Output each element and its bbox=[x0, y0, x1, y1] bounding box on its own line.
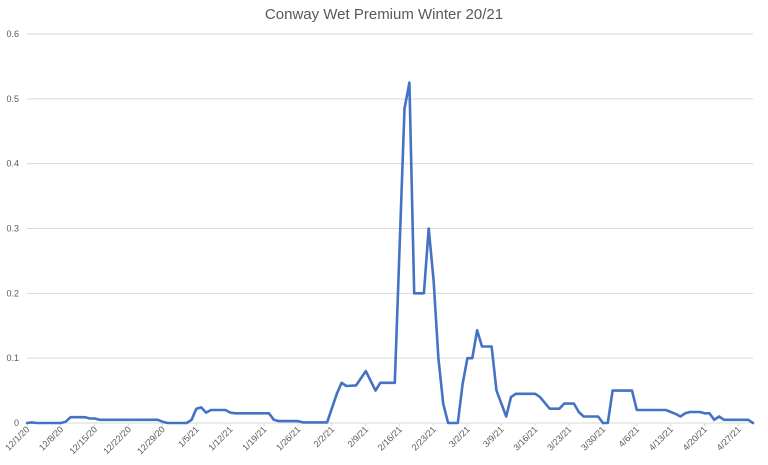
x-tick-label: 4/13/21 bbox=[647, 424, 675, 452]
y-tick-label: 0.4 bbox=[6, 159, 19, 169]
y-tick-label: 0.5 bbox=[6, 94, 19, 104]
x-axis-tick-labels: 12/1/20 12/8/20 12/15/20 12/22/20 12/29/20 1/… bbox=[3, 423, 743, 456]
series-line bbox=[25, 81, 755, 425]
y-tick-label: 0.2 bbox=[6, 288, 19, 298]
series-layer bbox=[25, 81, 755, 425]
y-tick-label: 0.6 bbox=[6, 29, 19, 39]
x-tick-label: 1/12/21 bbox=[206, 424, 234, 452]
gridlines bbox=[27, 33, 753, 424]
x-tick-label: 3/2/21 bbox=[447, 424, 472, 449]
x-tick-label: 2/16/21 bbox=[376, 424, 404, 452]
x-tick-label: 3/9/21 bbox=[481, 424, 506, 449]
x-tick-label: 2/23/21 bbox=[410, 424, 438, 452]
x-tick-label: 2/9/21 bbox=[345, 424, 370, 449]
y-axis-tick-labels: 0 0.1 0.2 0.3 0.4 0.5 0.6 bbox=[6, 29, 19, 428]
x-tick-label: 12/1/20 bbox=[3, 424, 31, 452]
x-tick-label: 12/8/20 bbox=[37, 424, 65, 452]
x-tick-label: 1/5/21 bbox=[176, 424, 201, 449]
x-tick-label: 3/16/21 bbox=[511, 424, 539, 452]
x-tick-label: 12/22/20 bbox=[101, 424, 133, 456]
y-tick-label: 0.3 bbox=[6, 224, 19, 234]
x-tick-label: 12/29/20 bbox=[135, 424, 167, 456]
x-tick-label: 4/27/21 bbox=[715, 424, 743, 452]
x-tick-label: 4/20/21 bbox=[681, 424, 709, 452]
x-tick-label: 4/6/21 bbox=[616, 424, 641, 449]
x-tick-label: 3/23/21 bbox=[545, 424, 573, 452]
x-tick-label: 1/26/21 bbox=[274, 424, 302, 452]
x-tick-label: 12/15/20 bbox=[67, 424, 99, 456]
y-tick-label: 0 bbox=[14, 418, 19, 428]
chart-title: Conway Wet Premium Winter 20/21 bbox=[264, 6, 504, 23]
x-tick-label: 1/19/21 bbox=[240, 424, 268, 452]
y-tick-label: 0.1 bbox=[6, 353, 19, 363]
x-tick-label: 3/30/21 bbox=[579, 424, 607, 452]
x-tick-label: 2/2/21 bbox=[312, 424, 337, 449]
